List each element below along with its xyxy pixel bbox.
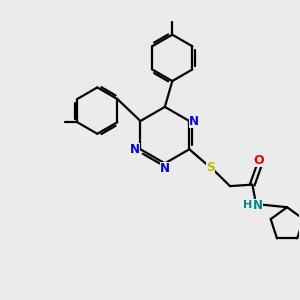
Text: N: N: [253, 199, 263, 212]
Text: H: H: [243, 200, 252, 210]
Text: O: O: [254, 154, 264, 167]
Text: N: N: [160, 162, 170, 175]
Text: S: S: [206, 161, 215, 174]
Text: N: N: [130, 143, 140, 156]
Text: N: N: [189, 115, 200, 128]
